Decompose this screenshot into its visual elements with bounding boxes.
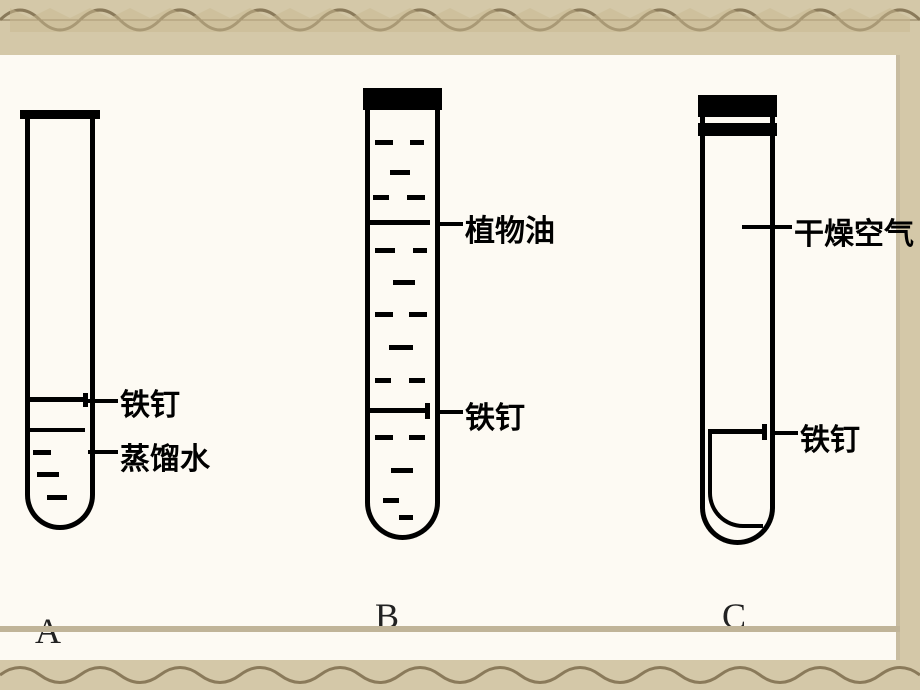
label-b-oil: 植物油 [465, 206, 555, 250]
pointer-c-air [742, 225, 792, 229]
label-b-nail: 铁钉 [465, 393, 525, 437]
water-dash [47, 495, 67, 500]
label-c-nail: 铁钉 [800, 415, 860, 459]
decorative-border-bottom [0, 660, 920, 690]
pointer-a-water [88, 450, 118, 454]
oil-dash [373, 195, 389, 200]
label-c-air: 干燥空气 [794, 209, 914, 253]
tube-b-nail-head [425, 403, 430, 419]
pointer-b-nail [435, 410, 463, 414]
liq-dash [375, 378, 391, 383]
tube-a-rim [20, 110, 100, 119]
tube-c-stopper [698, 95, 777, 117]
liq-dash [393, 280, 415, 285]
tube-c-stopper-line [698, 123, 777, 136]
liq-dash [399, 515, 413, 520]
pointer-b-oil [435, 222, 463, 226]
liq-dash [375, 435, 393, 440]
oil-dash [410, 140, 424, 145]
tube-c-nail-curve [708, 433, 763, 528]
tube-b-nail [370, 408, 430, 413]
water-dash [37, 472, 59, 477]
tube-a-body [25, 110, 95, 530]
pointer-a-nail [88, 399, 118, 403]
tube-b-stopper [363, 88, 442, 110]
liq-dash [383, 498, 399, 503]
decorative-border-top [0, 0, 920, 55]
oil-dash [407, 195, 425, 200]
tube-b-oil-surface [365, 220, 430, 225]
water-dash [33, 450, 51, 455]
label-a-water: 蒸馏水 [120, 434, 210, 478]
liq-dash [391, 468, 413, 473]
diagram-container: 铁钉 蒸馏水 A 植物油 铁钉 B [0, 55, 900, 660]
bottom-shadow [0, 626, 900, 632]
oil-dash [375, 140, 393, 145]
tube-a-water-surface [25, 428, 85, 432]
liq-dash [389, 345, 413, 350]
liq-dash [413, 248, 427, 253]
liq-dash [409, 435, 425, 440]
oil-dash [390, 170, 410, 175]
tube-a-nail [30, 397, 88, 402]
pointer-c-nail [770, 431, 798, 435]
liq-dash [409, 378, 425, 383]
liq-dash [375, 248, 395, 253]
liq-dash [375, 312, 393, 317]
label-a-nail: 铁钉 [120, 380, 180, 424]
liq-dash [409, 312, 427, 317]
